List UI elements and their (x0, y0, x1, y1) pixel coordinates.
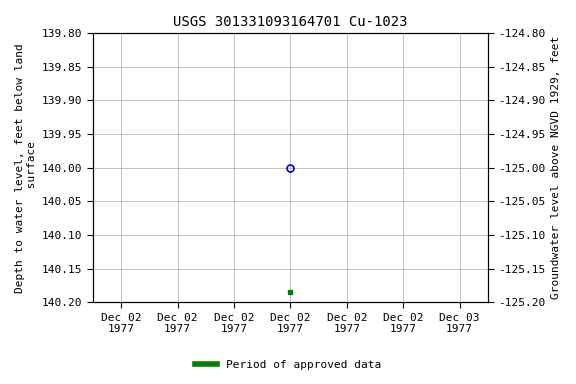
Legend: Period of approved data: Period of approved data (191, 356, 385, 375)
Y-axis label: Groundwater level above NGVD 1929, feet: Groundwater level above NGVD 1929, feet (551, 36, 561, 299)
Y-axis label: Depth to water level, feet below land
 surface: Depth to water level, feet below land su… (15, 43, 37, 293)
Title: USGS 301331093164701 Cu-1023: USGS 301331093164701 Cu-1023 (173, 15, 408, 29)
